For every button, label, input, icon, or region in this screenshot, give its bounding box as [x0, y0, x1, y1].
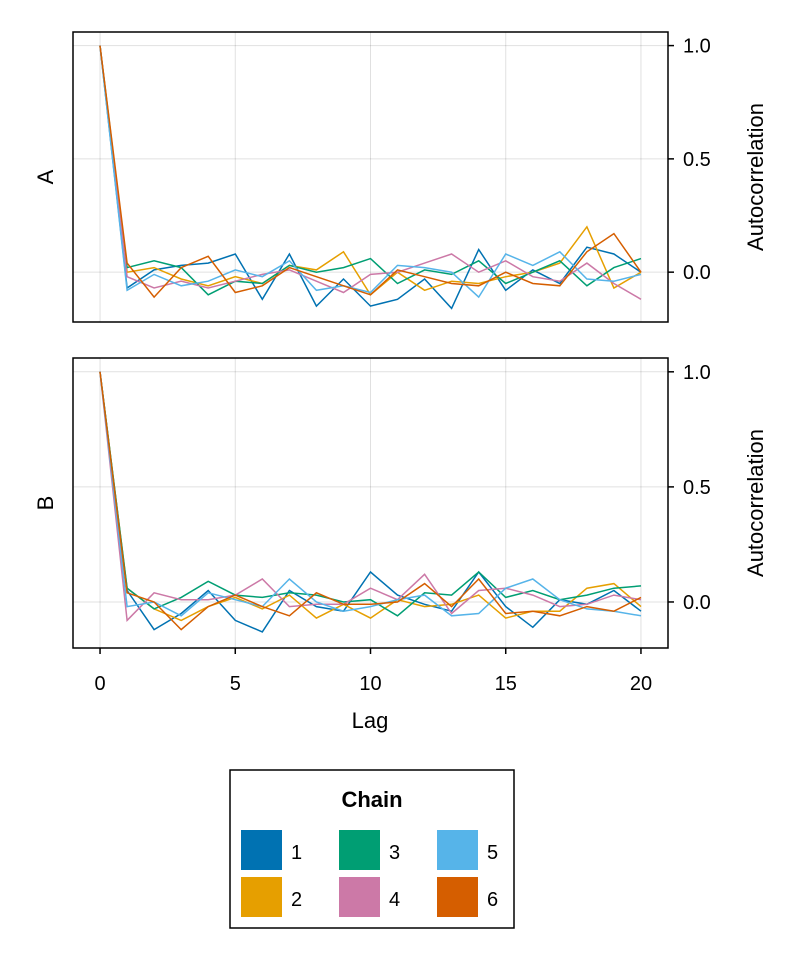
- series-line-chain-3: [99, 45, 642, 296]
- panel-label: A: [33, 169, 58, 184]
- x-tick-label: 20: [630, 673, 652, 695]
- series-line-chain-3: [99, 371, 642, 617]
- legend-swatch-6: [437, 877, 478, 917]
- legend-label-5: 5: [487, 842, 498, 864]
- legend-label-2: 2: [291, 889, 302, 911]
- y-tick-label: 0.0: [683, 592, 711, 614]
- series-line-chain-4: [99, 371, 642, 623]
- plot-frame: [72, 31, 669, 323]
- y-tick-label: 0.0: [683, 262, 711, 284]
- series-line-chain-4: [99, 45, 642, 300]
- panel-a: 0.0 0.5 1.0 Autocorrelation A: [33, 31, 768, 323]
- legend-swatch-2: [241, 877, 282, 917]
- legend-swatch-4: [339, 877, 380, 917]
- legend-swatch-3: [339, 830, 380, 870]
- y-axis-label: Autocorrelation: [743, 429, 768, 577]
- y-axis-label: Autocorrelation: [743, 103, 768, 251]
- legend-swatch-5: [437, 830, 478, 870]
- series-line-chain-1: [99, 371, 642, 633]
- series-line-chain-2: [99, 371, 642, 622]
- series-line-chain-5: [99, 45, 642, 299]
- y-tick-label: 0.5: [683, 477, 711, 499]
- legend-swatch-1: [241, 830, 282, 870]
- legend-label-6: 6: [487, 889, 498, 911]
- y-tick-label: 1.0: [683, 36, 711, 58]
- legend-title: Chain: [341, 787, 402, 812]
- legend-label-1: 1: [291, 842, 302, 864]
- x-tick-label: 5: [230, 673, 241, 695]
- series-line-chain-6: [99, 371, 642, 631]
- panel-label: B: [33, 496, 58, 511]
- x-tick-label: 0: [94, 673, 105, 695]
- panel-b: 0.0 0.5 1.0 Autocorrelation B 0 5 10 15 20: [33, 357, 768, 695]
- legend-label-4: 4: [389, 889, 400, 911]
- y-tick-label: 0.5: [683, 149, 711, 171]
- legend: Chain 1 2 3 4 5 6: [229, 769, 515, 929]
- x-tick-label: 15: [495, 673, 517, 695]
- x-axis-label: Lag: [352, 708, 389, 733]
- series-line-chain-6: [99, 45, 642, 299]
- y-tick-label: 1.0: [683, 362, 711, 384]
- x-tick-label: 10: [359, 673, 381, 695]
- legend-label-3: 3: [389, 842, 400, 864]
- series-line-chain-5: [99, 371, 642, 617]
